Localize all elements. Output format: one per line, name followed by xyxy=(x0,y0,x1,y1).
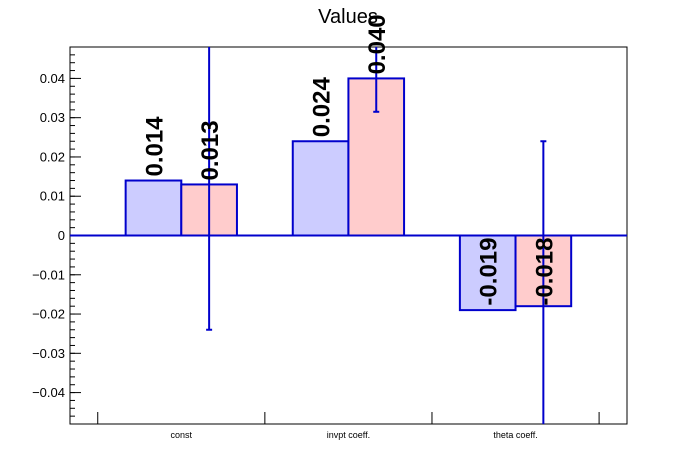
chart-title: Values xyxy=(318,6,378,28)
data-label: 0.013 xyxy=(197,120,224,180)
bar xyxy=(458,234,517,312)
y-tick-label: −0.04 xyxy=(32,385,65,400)
x-tick-label: theta coeff. xyxy=(493,430,537,440)
x-tick-label: const xyxy=(171,430,193,440)
plot-area: −0.04 −0.03 −0.02 −0.01 0 0.01 0.02 0.03 0.04 con… xyxy=(32,14,628,440)
x-tick-label: invpt coeff. xyxy=(327,430,370,440)
y-tick-label: 0.02 xyxy=(40,149,65,164)
bar xyxy=(291,140,350,237)
y-tick-label: −0.02 xyxy=(32,307,65,322)
data-label: 0.014 xyxy=(141,116,168,177)
data-label: 0.024 xyxy=(309,77,336,138)
y-tick-label: 0.04 xyxy=(40,71,65,86)
data-label: -0.018 xyxy=(531,238,558,306)
y-tick-label: 0 xyxy=(58,228,65,243)
data-label: 0.040 xyxy=(364,14,391,74)
y-tick-label: 0.03 xyxy=(40,110,65,125)
data-label: -0.019 xyxy=(476,238,503,306)
y-tick-label: −0.03 xyxy=(32,346,65,361)
bar xyxy=(124,179,183,237)
y-tick-label: 0.01 xyxy=(40,189,65,204)
y-tick-label: −0.01 xyxy=(32,267,65,282)
